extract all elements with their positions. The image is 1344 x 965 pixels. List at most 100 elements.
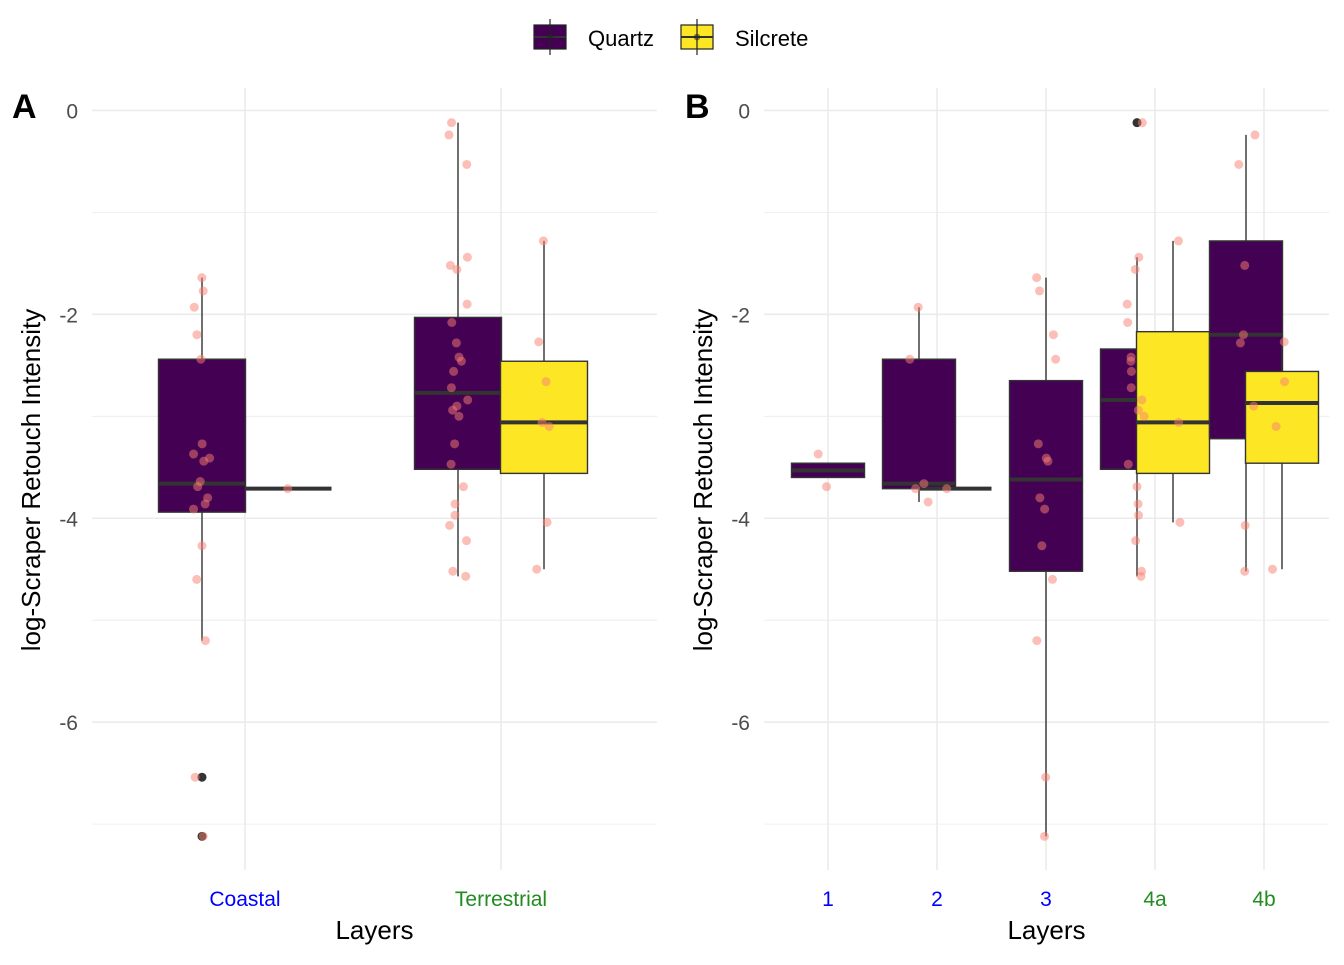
data-point bbox=[1132, 482, 1142, 492]
x-tick-label: 4a bbox=[1143, 888, 1167, 911]
panel-label: B bbox=[685, 88, 710, 126]
data-point bbox=[196, 354, 206, 364]
data-point bbox=[189, 302, 199, 312]
data-point bbox=[198, 831, 208, 841]
data-point bbox=[197, 273, 207, 283]
data-point bbox=[1139, 411, 1149, 421]
y-axis-title: log-Scraper Retouch Intensity bbox=[688, 309, 718, 652]
data-point bbox=[1279, 337, 1289, 347]
data-point bbox=[1032, 636, 1042, 646]
data-point bbox=[1126, 383, 1136, 393]
data-point bbox=[1134, 510, 1144, 520]
legend-key-point-silcrete bbox=[693, 33, 701, 41]
data-point bbox=[1032, 273, 1042, 283]
data-point bbox=[462, 159, 472, 169]
data-point bbox=[532, 564, 542, 574]
box-silcrete-4a bbox=[1135, 330, 1211, 475]
data-point bbox=[1037, 541, 1047, 551]
box-quartz-3 bbox=[1008, 379, 1084, 572]
data-point bbox=[462, 299, 472, 309]
data-point bbox=[1133, 499, 1143, 509]
data-point bbox=[197, 439, 207, 449]
data-point bbox=[1033, 439, 1043, 449]
y-tick-label: -6 bbox=[59, 712, 78, 735]
data-point bbox=[1035, 286, 1045, 296]
legend-label-silcrete: Silcrete bbox=[735, 26, 808, 51]
data-point bbox=[450, 499, 460, 509]
data-point bbox=[1123, 317, 1133, 327]
box-quartz-2 bbox=[881, 358, 957, 490]
data-point bbox=[200, 636, 210, 646]
box-quartz-coastal bbox=[157, 358, 247, 513]
data-point bbox=[1136, 571, 1146, 581]
data-point bbox=[190, 772, 200, 782]
data-point bbox=[923, 497, 933, 507]
data-point bbox=[1137, 118, 1147, 128]
data-point bbox=[449, 366, 459, 376]
x-axis-title: Layers bbox=[335, 915, 413, 945]
data-point bbox=[448, 566, 458, 576]
data-point bbox=[1130, 264, 1140, 274]
x-tick-label: 3 bbox=[1040, 888, 1052, 911]
data-point bbox=[544, 421, 554, 431]
panel-a: 0 -2 -4 -6 Coastal Terrestrial Layers log-Scrap… bbox=[12, 88, 657, 945]
data-point bbox=[911, 484, 921, 494]
data-point bbox=[1126, 356, 1136, 366]
x-tick-label: 2 bbox=[931, 888, 943, 911]
legend-key-point-quartz bbox=[546, 33, 554, 41]
panel-b: 0 -2 -4 -6 1 2 3 4a 4b Layers log-Scraper Retouch … bbox=[685, 88, 1329, 945]
data-point bbox=[538, 236, 548, 246]
data-point bbox=[542, 517, 552, 527]
data-point bbox=[1249, 401, 1259, 411]
data-point bbox=[450, 439, 460, 449]
panel-label: A bbox=[12, 88, 37, 126]
legend: Quartz Silcrete bbox=[533, 19, 808, 55]
data-point bbox=[1040, 504, 1050, 514]
data-point bbox=[1131, 536, 1141, 546]
x-tick-label: 1 bbox=[822, 888, 834, 911]
y-axis-title: log-Scraper Retouch Intensity bbox=[16, 309, 46, 652]
data-point bbox=[452, 264, 462, 274]
data-point bbox=[197, 541, 207, 551]
data-point bbox=[813, 449, 823, 459]
data-point bbox=[1175, 517, 1185, 527]
x-tick-label: 4b bbox=[1252, 888, 1275, 911]
data-point bbox=[446, 383, 456, 393]
data-point bbox=[822, 482, 832, 492]
data-point bbox=[1051, 354, 1061, 364]
data-point bbox=[1250, 130, 1260, 140]
data-point bbox=[905, 354, 915, 364]
x-axis-title: Layers bbox=[1007, 915, 1085, 945]
data-point bbox=[919, 479, 929, 489]
data-point bbox=[192, 330, 202, 340]
data-point bbox=[1234, 159, 1244, 169]
data-point bbox=[199, 456, 209, 466]
box-silcrete-4b bbox=[1244, 370, 1320, 464]
data-point bbox=[1280, 377, 1290, 387]
data-point bbox=[448, 405, 458, 415]
data-point bbox=[1123, 459, 1133, 469]
data-point bbox=[1039, 831, 1049, 841]
data-point bbox=[458, 482, 468, 492]
data-point bbox=[451, 338, 461, 348]
data-point bbox=[1122, 299, 1132, 309]
y-tick-label: -4 bbox=[731, 508, 750, 531]
y-tick-label: -2 bbox=[731, 304, 750, 327]
y-tick-label: 0 bbox=[66, 100, 78, 123]
data-point bbox=[1235, 338, 1245, 348]
data-point bbox=[454, 411, 464, 421]
data-point bbox=[198, 286, 208, 296]
data-point bbox=[1043, 456, 1053, 466]
data-point bbox=[462, 536, 472, 546]
data-point bbox=[189, 504, 199, 514]
y-tick-label: -4 bbox=[59, 508, 78, 531]
data-point bbox=[446, 459, 456, 469]
data-point bbox=[1134, 252, 1144, 262]
data-point bbox=[447, 317, 457, 327]
data-point bbox=[1173, 236, 1183, 246]
data-point bbox=[537, 417, 547, 427]
data-point bbox=[1047, 574, 1057, 584]
data-point bbox=[913, 302, 923, 312]
data-point bbox=[463, 395, 473, 405]
